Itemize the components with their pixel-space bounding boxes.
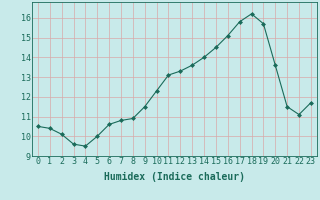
X-axis label: Humidex (Indice chaleur): Humidex (Indice chaleur) [104, 172, 245, 182]
